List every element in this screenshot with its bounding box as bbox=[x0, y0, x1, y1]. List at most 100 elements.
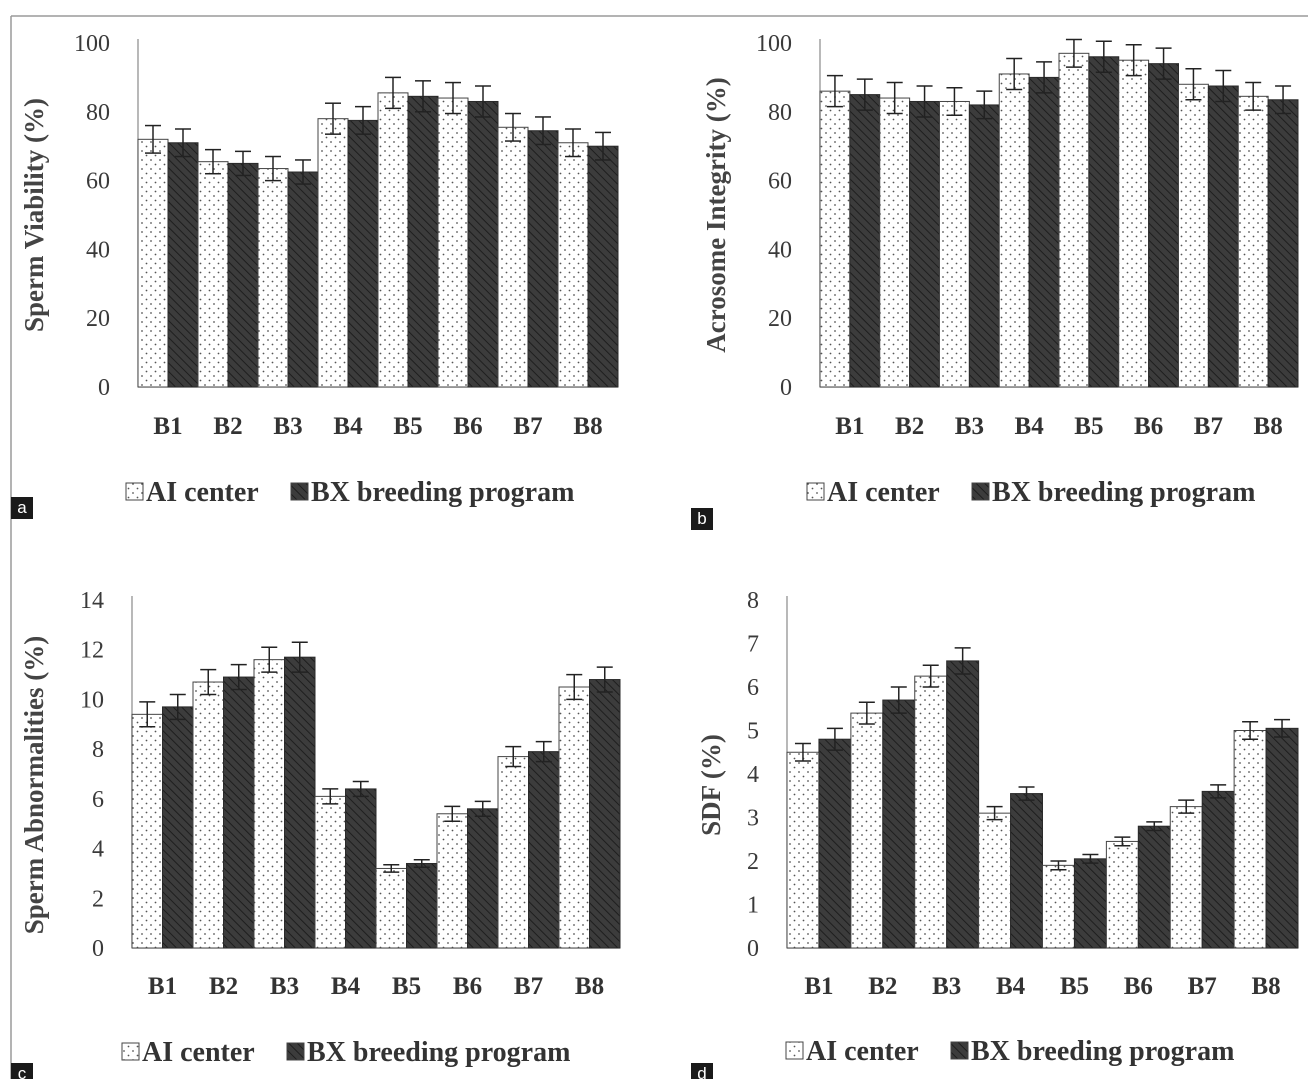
x-tick-label: B5 bbox=[1060, 973, 1089, 1000]
bar-ai-center-b5 bbox=[1058, 52, 1090, 388]
bar-bx-program-b1 bbox=[162, 706, 194, 949]
y-tick-label: 0 bbox=[92, 936, 104, 962]
y-tick-label: 80 bbox=[768, 100, 792, 126]
bar-ai-center-b7 bbox=[1169, 806, 1203, 949]
chart-panel-b: 0 20 40 60 80 100 Acrosome Integrity (%) B1 B2 B3… bbox=[691, 31, 1299, 530]
bar-ai-center-b3 bbox=[253, 659, 285, 949]
legend-swatch-ai-center bbox=[125, 482, 144, 501]
legend-swatch-ai-center bbox=[785, 1041, 804, 1060]
bar-ai-center-b1 bbox=[819, 90, 851, 388]
y-tick-label: 20 bbox=[768, 306, 792, 332]
x-tick-label: B5 bbox=[1074, 413, 1103, 440]
bar-bx-program-b3 bbox=[968, 104, 1000, 388]
y-tick-label: 60 bbox=[86, 169, 110, 195]
bar-bx-program-b6 bbox=[467, 100, 499, 388]
x-tick-label: B4 bbox=[996, 973, 1026, 1000]
bar-bx-program-b4 bbox=[345, 788, 377, 949]
x-tick-label: B1 bbox=[148, 973, 177, 1000]
y-tick-label: 60 bbox=[768, 169, 792, 195]
y-tick-label: 2 bbox=[747, 849, 759, 875]
bar-ai-center-b2 bbox=[197, 161, 229, 388]
x-tick-label: B7 bbox=[514, 973, 543, 1000]
chart-panel-a: 0 20 40 60 80 100 Sperm Viability (%) B1 B2 B3 B4 B… bbox=[11, 31, 619, 519]
bar-ai-center-b2 bbox=[879, 97, 911, 388]
x-tick-label: B7 bbox=[1194, 413, 1223, 440]
x-tick-label: B3 bbox=[955, 413, 984, 440]
x-tick-label: B4 bbox=[331, 973, 361, 1000]
bar-bx-program-b5 bbox=[407, 95, 439, 388]
panel-label-box bbox=[11, 1063, 33, 1079]
bar-bx-program-b8 bbox=[589, 679, 621, 949]
chart-panel-d: 0 1 2 3 4 5 6 7 8 SDF (%) B1 B2 B3 B4 B5 B6 B7 B8 AI cente… bbox=[691, 588, 1299, 1079]
y-tick-label: 8 bbox=[747, 588, 759, 614]
y-tick-label: 20 bbox=[86, 306, 110, 332]
y-tick-label: 1 bbox=[747, 893, 759, 919]
bar-bx-program-b6 bbox=[467, 808, 499, 949]
x-tick-label: B4 bbox=[1015, 413, 1045, 440]
bar-bx-program-b8 bbox=[1267, 99, 1299, 388]
y-tick-label: 100 bbox=[74, 31, 110, 57]
bar-ai-center-b7 bbox=[497, 756, 529, 949]
bar-bx-program-b7 bbox=[527, 130, 559, 388]
y-axis-label: SDF (%) bbox=[696, 734, 726, 836]
legend-label-bx-program: BX breeding program bbox=[307, 1037, 570, 1068]
legend-label-bx-program: BX breeding program bbox=[992, 477, 1255, 508]
y-axis-label: Sperm Abnormalities (%) bbox=[19, 636, 49, 934]
y-tick-label: 4 bbox=[92, 837, 104, 863]
y-axis-label: Acrosome Integrity (%) bbox=[701, 77, 731, 352]
bar-ai-center-b3 bbox=[257, 168, 289, 388]
bar-ai-center-b5 bbox=[377, 92, 409, 388]
y-tick-label: 4 bbox=[747, 762, 759, 788]
panel-label: c bbox=[18, 1064, 27, 1079]
bar-bx-program-b5 bbox=[1088, 56, 1120, 388]
bar-ai-center-b2 bbox=[192, 681, 224, 949]
y-tick-label: 100 bbox=[756, 31, 792, 57]
bar-ai-center-b5 bbox=[1042, 864, 1075, 949]
bar-bx-program-b3 bbox=[946, 660, 980, 949]
panel-label: b bbox=[697, 509, 706, 528]
y-tick-label: 12 bbox=[80, 638, 104, 664]
legend-label-ai-center: AI center bbox=[146, 477, 259, 508]
bar-bx-program-b8 bbox=[1265, 727, 1299, 949]
y-tick-label: 10 bbox=[80, 687, 104, 713]
bar-bx-program-b4 bbox=[1028, 76, 1060, 388]
y-tick-label: 0 bbox=[780, 375, 792, 401]
bar-bx-program-b1 bbox=[849, 94, 881, 388]
bar-bx-program-b6 bbox=[1137, 825, 1171, 949]
y-tick-label: 14 bbox=[80, 588, 104, 614]
panel-label-box bbox=[691, 1063, 713, 1079]
bar-ai-center-b3 bbox=[914, 675, 948, 949]
bar-bx-program-b2 bbox=[909, 100, 940, 388]
bar-ai-center-b8 bbox=[558, 686, 590, 949]
panel-label: a bbox=[17, 498, 27, 517]
bar-bx-program-b7 bbox=[1207, 85, 1239, 388]
bar-ai-center-b4 bbox=[314, 795, 346, 949]
legend-label-bx-program: BX breeding program bbox=[971, 1036, 1234, 1067]
bar-bx-program-b1 bbox=[167, 142, 199, 388]
chart-panel-c: 0 2 4 6 8 10 12 14 Sperm Abnormalities (%) B1 B2 B3… bbox=[11, 588, 621, 1079]
y-tick-label: 8 bbox=[92, 737, 104, 763]
legend-swatch-bx-program bbox=[950, 1041, 969, 1060]
bar-bx-program-b3 bbox=[284, 656, 316, 949]
legend-swatch-bx-program bbox=[290, 482, 309, 501]
bar-bx-program-b2 bbox=[882, 699, 916, 949]
x-tick-label: B8 bbox=[573, 413, 602, 440]
panel-label: d bbox=[697, 1064, 706, 1079]
x-tick-label: B2 bbox=[868, 973, 897, 1000]
y-tick-label: 0 bbox=[747, 936, 759, 962]
x-tick-label: B1 bbox=[835, 413, 864, 440]
bar-ai-center-b3 bbox=[939, 100, 970, 388]
y-tick-label: 7 bbox=[747, 632, 759, 658]
bar-ai-center-b8 bbox=[1237, 95, 1269, 388]
bar-ai-center-b6 bbox=[1118, 59, 1150, 388]
bar-bx-program-b5 bbox=[1073, 858, 1107, 949]
x-tick-label: B2 bbox=[209, 973, 238, 1000]
bar-ai-center-b7 bbox=[497, 126, 529, 388]
y-tick-label: 6 bbox=[747, 675, 759, 701]
bar-ai-center-b4 bbox=[998, 73, 1030, 388]
legend-label-ai-center: AI center bbox=[806, 1036, 919, 1067]
x-tick-label: B2 bbox=[895, 413, 924, 440]
y-axis-label: Sperm Viability (%) bbox=[19, 98, 49, 332]
x-tick-label: B7 bbox=[513, 413, 542, 440]
